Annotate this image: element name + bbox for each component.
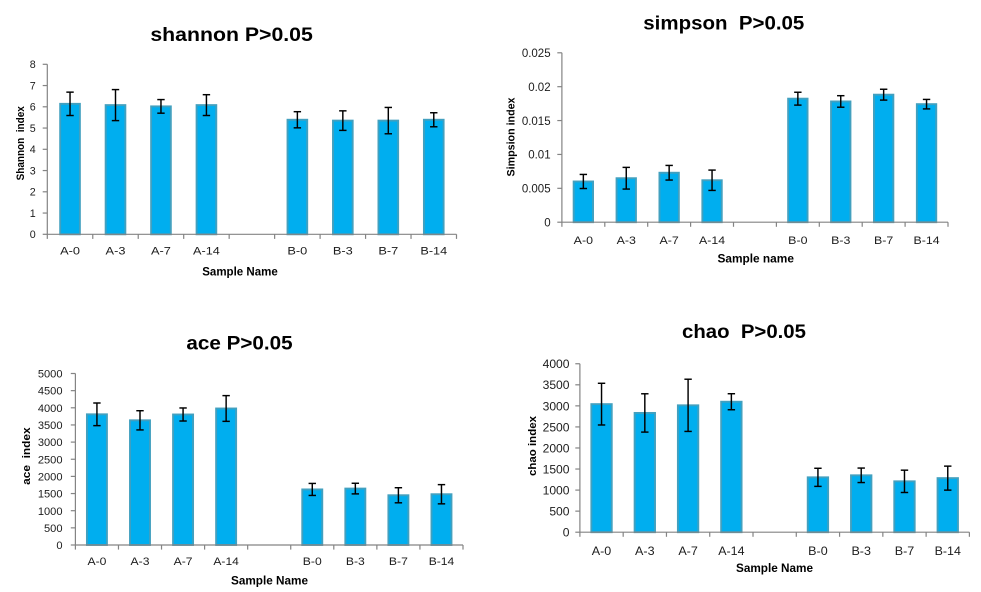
svg-text:1: 1 — [30, 208, 36, 220]
svg-text:B-14: B-14 — [914, 235, 940, 247]
svg-text:2: 2 — [30, 187, 36, 199]
svg-text:3500: 3500 — [38, 420, 63, 432]
svg-text:A-3: A-3 — [131, 556, 150, 568]
svg-text:0: 0 — [30, 229, 36, 241]
svg-text:simpson P>0.05: simpson P>0.05 — [643, 12, 804, 34]
svg-text:B-0: B-0 — [287, 246, 307, 258]
svg-text:0: 0 — [56, 540, 62, 552]
svg-text:2000: 2000 — [38, 471, 63, 483]
svg-text:B-14: B-14 — [935, 545, 962, 558]
svg-text:1000: 1000 — [38, 506, 63, 518]
svg-text:4000: 4000 — [543, 357, 570, 371]
svg-text:A-3: A-3 — [635, 545, 655, 558]
svg-text:Simpsion index: Simpsion index — [506, 97, 518, 177]
svg-text:B-3: B-3 — [851, 545, 871, 558]
svg-text:B-0: B-0 — [303, 556, 322, 568]
svg-text:A-14: A-14 — [718, 545, 745, 558]
svg-text:2000: 2000 — [543, 441, 570, 455]
svg-text:B-0: B-0 — [788, 235, 807, 247]
svg-text:A-7: A-7 — [660, 235, 679, 247]
svg-text:2500: 2500 — [543, 420, 570, 434]
svg-text:A-0: A-0 — [60, 246, 80, 258]
svg-text:B-7: B-7 — [378, 246, 398, 258]
svg-text:0: 0 — [544, 217, 550, 229]
svg-text:1500: 1500 — [38, 489, 63, 501]
svg-text:500: 500 — [44, 523, 63, 535]
svg-text:3500: 3500 — [543, 378, 570, 392]
svg-text:5000: 5000 — [38, 369, 63, 381]
svg-text:3000: 3000 — [543, 399, 570, 413]
svg-text:shannon P>0.05: shannon P>0.05 — [150, 24, 313, 46]
svg-text:B-14: B-14 — [420, 246, 447, 258]
svg-text:0: 0 — [563, 526, 570, 540]
svg-text:5: 5 — [30, 123, 36, 135]
svg-text:B-7: B-7 — [895, 545, 915, 558]
svg-text:A-7: A-7 — [174, 556, 193, 568]
svg-text:A-7: A-7 — [151, 246, 171, 258]
svg-text:Shannon index: Shannon index — [15, 106, 27, 181]
svg-text:B-3: B-3 — [333, 246, 353, 258]
svg-text:0.02: 0.02 — [528, 82, 550, 94]
svg-text:A-0: A-0 — [87, 556, 106, 568]
svg-text:4000: 4000 — [38, 403, 63, 415]
svg-text:A-14: A-14 — [699, 235, 725, 247]
svg-text:chao index: chao index — [527, 415, 539, 476]
svg-text:0.025: 0.025 — [522, 48, 551, 60]
svg-text:3: 3 — [30, 165, 36, 177]
svg-text:A-0: A-0 — [574, 235, 593, 247]
svg-text:0.005: 0.005 — [522, 184, 551, 196]
svg-text:Sample Name: Sample Name — [202, 265, 278, 279]
svg-text:A-7: A-7 — [678, 545, 698, 558]
svg-text:7: 7 — [30, 80, 36, 92]
svg-text:Sample name: Sample name — [717, 252, 794, 266]
svg-text:B-14: B-14 — [429, 556, 455, 568]
svg-text:1000: 1000 — [543, 483, 570, 497]
svg-text:A-14: A-14 — [193, 246, 220, 258]
svg-text:6: 6 — [30, 102, 36, 114]
svg-text:B-0: B-0 — [808, 545, 828, 558]
svg-text:A-14: A-14 — [213, 556, 239, 568]
svg-text:Sample Name: Sample Name — [231, 574, 308, 588]
svg-text:1500: 1500 — [543, 462, 570, 476]
svg-text:A-3: A-3 — [617, 235, 636, 247]
svg-text:8: 8 — [30, 59, 36, 71]
svg-text:2500: 2500 — [38, 454, 63, 466]
svg-text:A-0: A-0 — [592, 545, 612, 558]
svg-text:3000: 3000 — [38, 437, 63, 449]
svg-text:B-7: B-7 — [874, 235, 893, 247]
svg-text:ace index: ace index — [21, 427, 33, 485]
svg-text:B-3: B-3 — [346, 556, 365, 568]
svg-text:Sample Name: Sample Name — [736, 561, 813, 575]
svg-text:A-3: A-3 — [106, 246, 126, 258]
svg-text:4500: 4500 — [38, 386, 63, 398]
svg-text:B-3: B-3 — [831, 235, 850, 247]
svg-text:500: 500 — [549, 505, 569, 519]
svg-text:0.015: 0.015 — [522, 116, 551, 128]
svg-text:4: 4 — [30, 144, 36, 156]
svg-text:chao P>0.05: chao P>0.05 — [682, 322, 806, 343]
svg-text:0.01: 0.01 — [528, 150, 550, 162]
svg-text:ace P>0.05: ace P>0.05 — [186, 333, 292, 355]
svg-text:B-7: B-7 — [389, 556, 408, 568]
